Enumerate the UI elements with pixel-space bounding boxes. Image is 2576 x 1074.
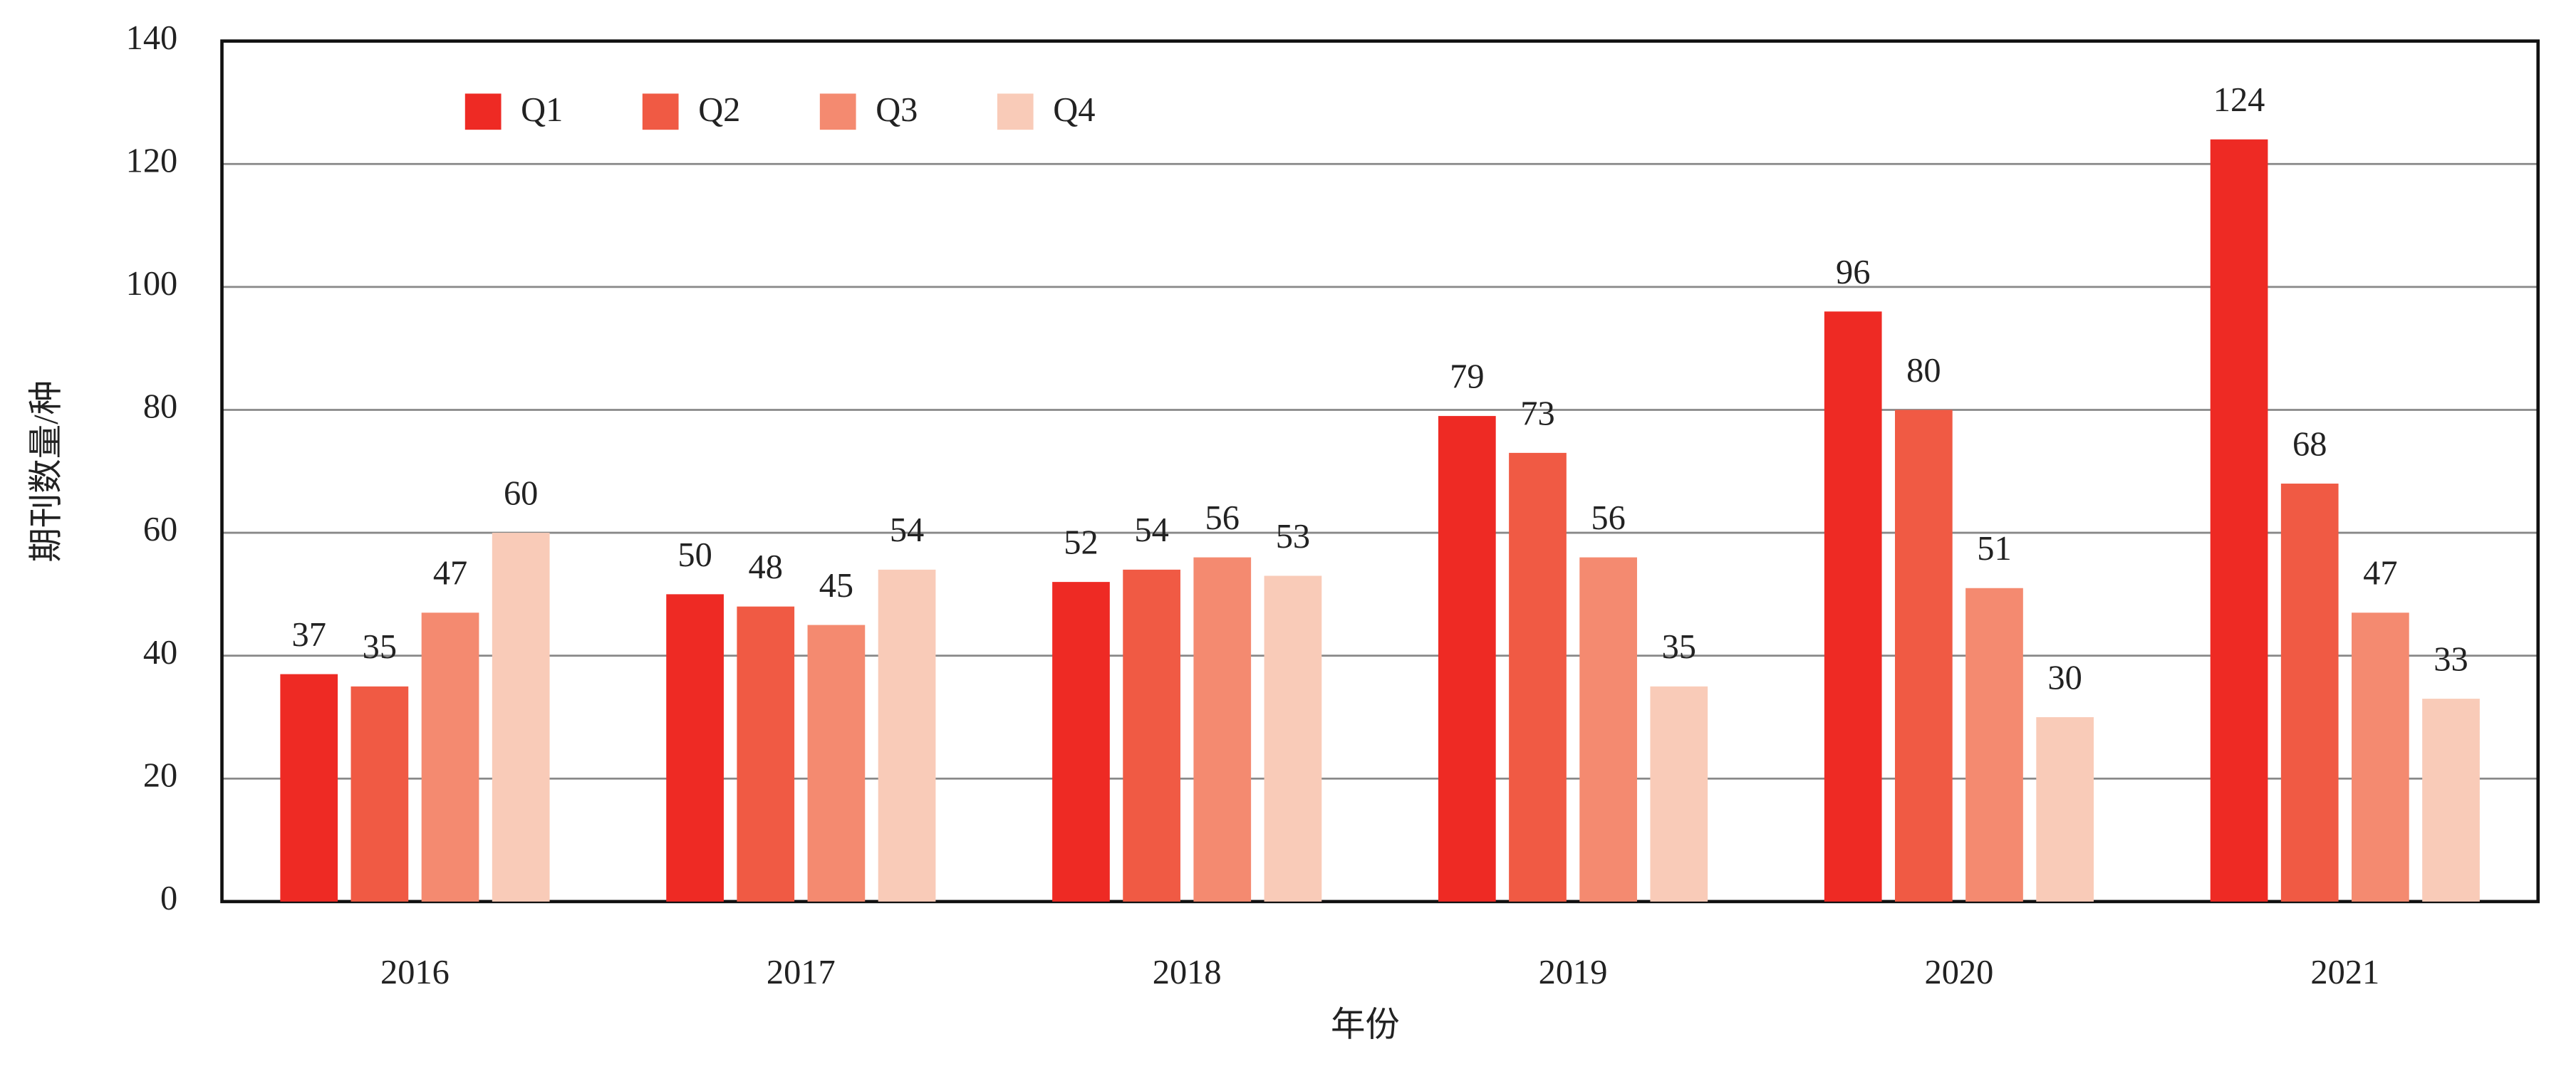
bar bbox=[280, 674, 338, 902]
legend-swatch bbox=[642, 93, 679, 130]
value-label: 79 bbox=[1450, 358, 1484, 395]
y-tick-label: 20 bbox=[143, 756, 177, 794]
value-label: 48 bbox=[749, 548, 783, 586]
bar bbox=[2036, 716, 2094, 902]
value-label: 51 bbox=[1977, 530, 2011, 568]
x-tick-label: 2018 bbox=[1153, 954, 1222, 991]
x-tick-label: 2016 bbox=[380, 954, 450, 991]
value-label: 52 bbox=[1064, 523, 1098, 561]
bar bbox=[2280, 484, 2339, 902]
value-label: 45 bbox=[819, 567, 853, 605]
value-label: 53 bbox=[1276, 518, 1310, 556]
bar bbox=[1650, 686, 1708, 902]
bar bbox=[1193, 557, 1252, 902]
value-label: 50 bbox=[677, 536, 712, 574]
bar bbox=[1965, 588, 2023, 902]
legend-label: Q4 bbox=[1053, 91, 1095, 129]
bar bbox=[1894, 410, 1953, 902]
legend-label: Q1 bbox=[521, 91, 563, 129]
bar bbox=[2352, 612, 2409, 902]
value-label: 56 bbox=[1591, 499, 1625, 537]
bar bbox=[421, 612, 479, 902]
bar bbox=[1509, 452, 1567, 902]
y-tick-label: 80 bbox=[143, 388, 177, 426]
value-label: 33 bbox=[2434, 640, 2468, 678]
bar bbox=[1123, 569, 1180, 902]
y-tick-label: 40 bbox=[143, 634, 177, 672]
value-label: 56 bbox=[1205, 499, 1240, 537]
y-tick-label: 0 bbox=[160, 880, 177, 917]
value-label: 68 bbox=[2292, 425, 2327, 463]
bar bbox=[807, 625, 866, 902]
value-label: 96 bbox=[1836, 254, 1870, 291]
legend-swatch bbox=[819, 93, 856, 130]
bar bbox=[492, 533, 550, 902]
value-label: 37 bbox=[292, 616, 326, 654]
bar bbox=[2422, 699, 2480, 902]
bar bbox=[350, 686, 409, 902]
bar bbox=[878, 569, 936, 902]
x-axis-label: 年份 bbox=[1331, 1006, 1400, 1044]
bar bbox=[2210, 139, 2268, 902]
value-label: 60 bbox=[504, 474, 538, 512]
plot-frame bbox=[220, 39, 2540, 904]
x-tick-label: 2021 bbox=[2310, 954, 2379, 991]
y-tick-label: 140 bbox=[126, 19, 178, 57]
value-label: 35 bbox=[1662, 628, 1696, 666]
value-label: 54 bbox=[890, 511, 924, 549]
x-tick-label: 2019 bbox=[1539, 954, 1608, 991]
bar bbox=[1264, 575, 1322, 902]
value-label: 35 bbox=[363, 628, 397, 666]
y-tick-label: 120 bbox=[126, 142, 178, 179]
x-tick-label: 2017 bbox=[767, 954, 836, 991]
y-tick-label: 60 bbox=[143, 511, 177, 548]
legend-label: Q3 bbox=[876, 91, 918, 129]
y-tick-label: 100 bbox=[126, 265, 178, 303]
bar bbox=[1824, 311, 1882, 902]
value-label: 73 bbox=[1520, 395, 1554, 432]
x-tick-label: 2020 bbox=[1925, 954, 1994, 991]
y-axis-label: 期刊数量/种 bbox=[28, 380, 66, 562]
bar bbox=[1052, 582, 1110, 902]
value-label: 30 bbox=[2047, 659, 2082, 697]
value-label: 80 bbox=[1906, 352, 1941, 390]
value-label: 54 bbox=[1134, 511, 1168, 549]
value-label: 47 bbox=[2363, 555, 2397, 593]
bar bbox=[1438, 416, 1496, 902]
value-label: 47 bbox=[433, 555, 467, 593]
legend-swatch bbox=[997, 93, 1034, 130]
legend-swatch bbox=[464, 93, 502, 130]
bar bbox=[737, 606, 795, 902]
bar bbox=[666, 594, 724, 902]
legend-label: Q2 bbox=[698, 91, 740, 129]
value-label: 124 bbox=[2213, 81, 2265, 119]
bar bbox=[1579, 557, 1637, 902]
